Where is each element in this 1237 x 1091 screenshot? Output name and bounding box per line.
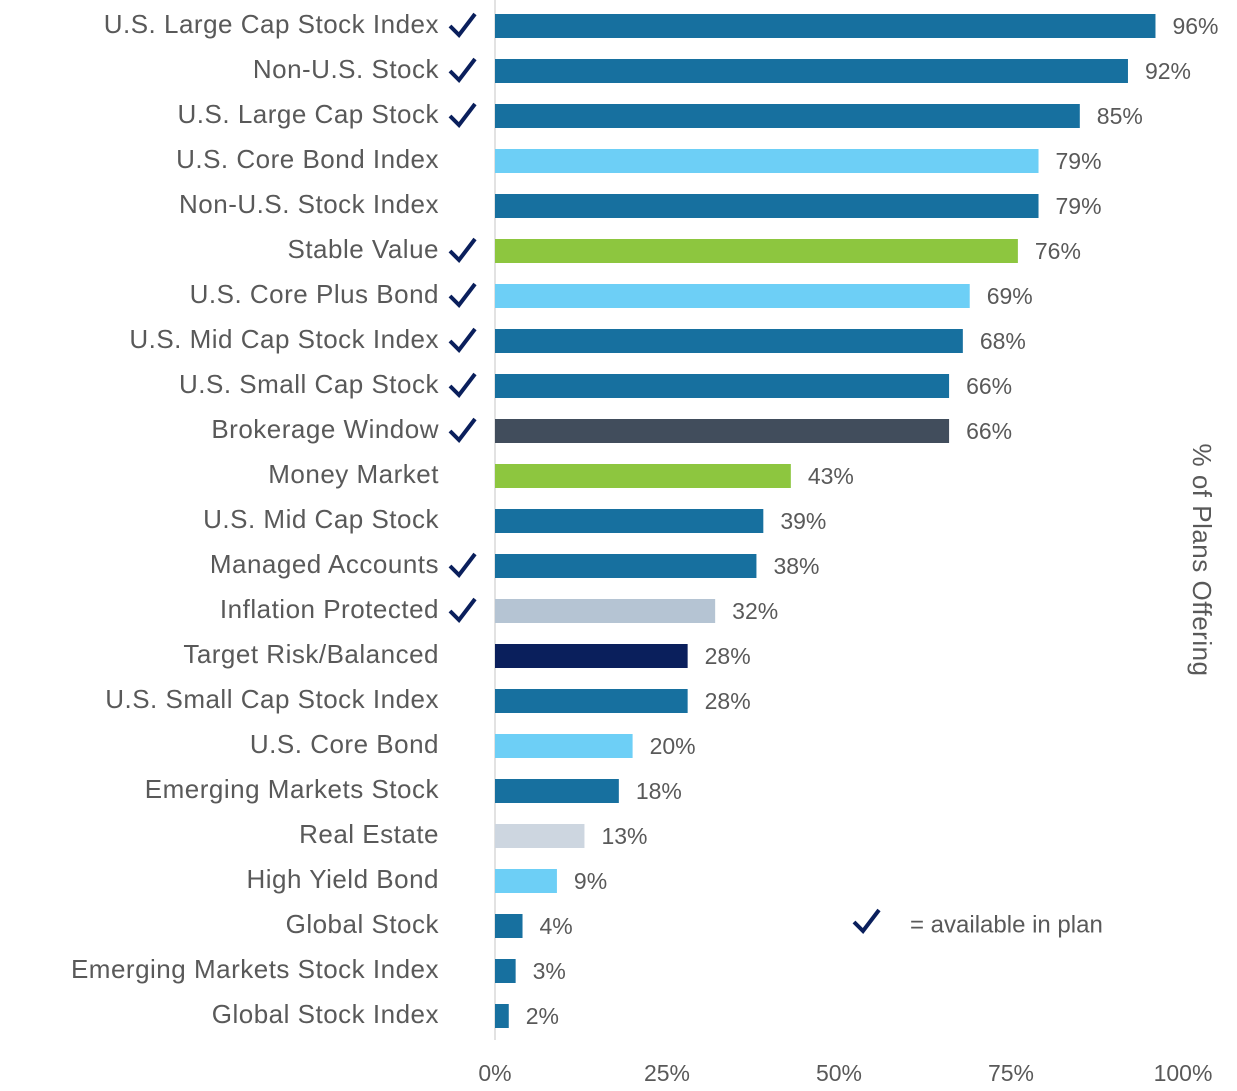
value-label: 85%: [1097, 103, 1143, 129]
value-label: 13%: [601, 823, 647, 849]
bar: [495, 464, 791, 488]
value-label: 79%: [1056, 193, 1102, 219]
value-label: 2%: [526, 1003, 559, 1029]
bar: [495, 329, 963, 353]
category-label: U.S. Core Bond Index: [176, 144, 439, 174]
category-label: Non-U.S. Stock: [253, 54, 440, 84]
category-label: Money Market: [268, 459, 439, 489]
category-label: U.S. Core Bond: [250, 729, 439, 759]
bar: [495, 374, 950, 398]
x-axis-label: % of Plans Offering: [1187, 443, 1217, 676]
category-label: Global Stock Index: [212, 999, 439, 1029]
category-label: U.S. Mid Cap Stock Index: [129, 324, 439, 354]
bar: [495, 14, 1156, 38]
value-label: 79%: [1056, 148, 1102, 174]
bar: [495, 959, 516, 983]
category-label: U.S. Small Cap Stock Index: [105, 684, 439, 714]
value-label: 28%: [705, 643, 751, 669]
value-label: 68%: [980, 328, 1026, 354]
value-label: 66%: [966, 418, 1012, 444]
bar: [495, 509, 764, 533]
category-label: Non-U.S. Stock Index: [179, 189, 439, 219]
value-label: 66%: [966, 373, 1012, 399]
x-tick-label: 25%: [644, 1060, 690, 1086]
category-label: Inflation Protected: [220, 594, 439, 624]
value-label: 69%: [987, 283, 1033, 309]
bar: [495, 734, 633, 758]
category-label: Real Estate: [299, 819, 439, 849]
checkmark: [448, 417, 477, 444]
bar: [495, 779, 619, 803]
value-label: 39%: [780, 508, 826, 534]
x-tick-label: 100%: [1154, 1060, 1213, 1086]
bar: [495, 914, 523, 938]
bar: [495, 239, 1018, 263]
value-label: 18%: [636, 778, 682, 804]
value-label: 4%: [540, 913, 573, 939]
checkmark: [448, 12, 477, 39]
x-tick-label: 50%: [816, 1060, 862, 1086]
category-label: High Yield Bond: [246, 864, 439, 894]
bar: [495, 689, 688, 713]
value-label: 38%: [773, 553, 819, 579]
category-label: U.S. Mid Cap Stock: [203, 504, 439, 534]
value-label: 9%: [574, 868, 607, 894]
category-label: U.S. Core Plus Bond: [190, 279, 439, 309]
checkmark: [448, 597, 477, 624]
bar: [495, 149, 1039, 173]
bar: [495, 644, 688, 668]
category-label: U.S. Large Cap Stock: [178, 99, 440, 129]
bar: [495, 554, 757, 578]
value-label: 20%: [650, 733, 696, 759]
value-label: 92%: [1145, 58, 1191, 84]
bar: [495, 869, 557, 893]
checkmark: [448, 552, 477, 579]
category-label: Brokerage Window: [211, 414, 439, 444]
category-label: Stable Value: [287, 234, 439, 264]
checkmark: [448, 282, 477, 309]
checkmark: [448, 327, 477, 354]
bar: [495, 599, 716, 623]
value-label: 28%: [705, 688, 751, 714]
category-label: Target Risk/Balanced: [183, 639, 439, 669]
category-label: U.S. Large Cap Stock Index: [104, 9, 439, 39]
checkmark: [448, 57, 477, 84]
x-tick-label: 75%: [988, 1060, 1034, 1086]
checkmark: [448, 237, 477, 264]
bar: [495, 104, 1080, 128]
category-label: Emerging Markets Stock Index: [71, 954, 439, 984]
value-label: 3%: [533, 958, 566, 984]
checkmark: [852, 908, 881, 935]
x-tick-label: 0%: [478, 1060, 511, 1086]
legend-text: = available in plan: [910, 911, 1103, 938]
bar: [495, 59, 1128, 83]
bar: [495, 419, 950, 443]
bar: [495, 824, 585, 848]
checkmark: [448, 102, 477, 129]
bar: [495, 194, 1039, 218]
bar: [495, 284, 970, 308]
category-label: Global Stock: [286, 909, 440, 939]
category-label: Emerging Markets Stock: [145, 774, 440, 804]
value-label: 43%: [808, 463, 854, 489]
category-label: U.S. Small Cap Stock: [179, 369, 439, 399]
checkmark: [448, 372, 477, 399]
value-label: 76%: [1035, 238, 1081, 264]
category-label: Managed Accounts: [210, 549, 439, 579]
value-label: 32%: [732, 598, 778, 624]
bar: [495, 1004, 509, 1028]
value-label: 96%: [1172, 13, 1218, 39]
